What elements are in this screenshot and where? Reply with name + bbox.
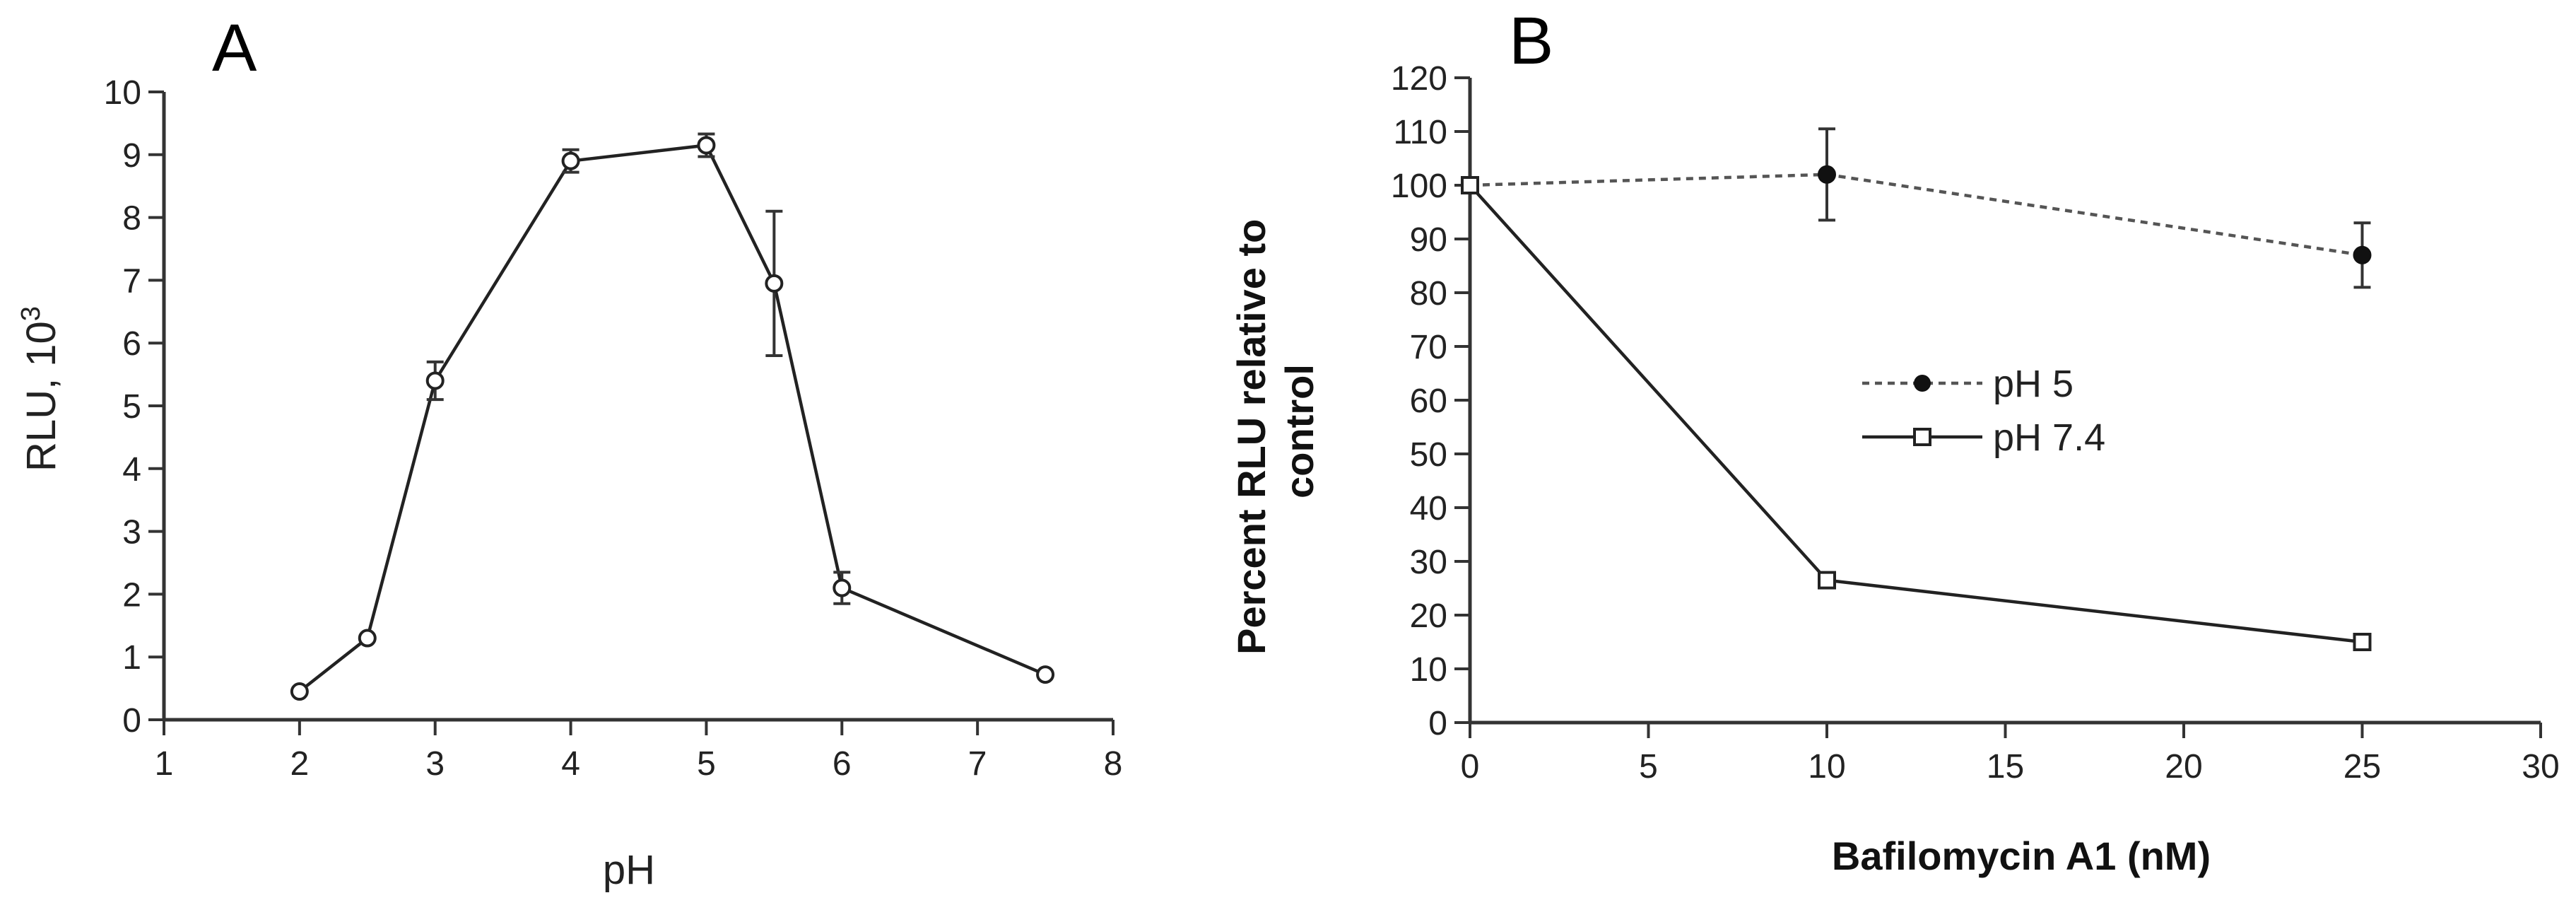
panel-b-data-point — [2353, 245, 2372, 264]
panel-b-y-tick-label: 30 — [1410, 544, 1447, 581]
panel-b-y-tick-label: 50 — [1410, 436, 1447, 474]
panel-b-series-2-line — [1469, 184, 2363, 644]
panel-b-x-tick-label: 10 — [1808, 748, 1845, 786]
panel-b-y-axis-title-line2: control — [1277, 364, 1322, 498]
panel-a-data-point — [561, 151, 580, 170]
panel-a-data-point — [697, 136, 716, 155]
panel-a-x-tick-label: 6 — [833, 745, 852, 783]
panel-a-y-tick-label: 8 — [122, 200, 141, 238]
panel-a-data-point — [358, 629, 377, 648]
legend-marker-1 — [1914, 375, 1931, 392]
panel-b-y-tick-label: 100 — [1391, 168, 1447, 205]
panel-a-y-tick-label: 9 — [122, 137, 141, 175]
panel-a-data-point — [290, 682, 309, 701]
panel-a-y-tick-label: 6 — [122, 325, 141, 363]
panel-a-x-tick-label: 3 — [425, 745, 445, 783]
panel-b-x-tick-label: 15 — [1987, 748, 2024, 786]
panel-b-y-tick-label: 10 — [1410, 651, 1447, 689]
panel-b-y-tick-label: 60 — [1410, 383, 1447, 420]
panel-b-x-tick-label: 30 — [2522, 748, 2559, 786]
panel-a-series-1-line — [298, 144, 1046, 693]
panel-a-marks — [290, 132, 1055, 701]
panel-a-x-tick-label: 2 — [290, 745, 310, 783]
panel-b-x-tick-label: 0 — [1461, 748, 1480, 786]
panel-b-x-tick-label: 25 — [2343, 748, 2381, 786]
panel-b-y-tick-label: 120 — [1391, 60, 1447, 98]
panel-a-y-tick-label: 5 — [122, 388, 141, 426]
panel-b-data-point — [1818, 571, 1836, 590]
panel-a-data-point — [425, 371, 445, 390]
panel-b-x-tick-label: 20 — [2165, 748, 2202, 786]
panel-b-x-axis-title: Bafilomycin A1 (nM) — [1832, 834, 2211, 878]
panel-b-y-axis-title-line1: Percent RLU relative to — [1229, 219, 1274, 655]
legend-marker-2 — [1913, 428, 1931, 446]
panel-b-y-axis-title: Percent RLU relative to control — [1229, 208, 1322, 655]
panel-a-y-axis-title-superscript: 3 — [16, 306, 46, 321]
panel-a-y-tick-label: 0 — [122, 702, 141, 740]
panel-b-chart: B 0 10 20 30 40 50 60 70 80 90 100 110 120 0 5 10 15 20 25… — [1229, 4, 2560, 878]
panel-b-marks — [1461, 127, 2372, 651]
legend-label-2: pH 7.4 — [1993, 416, 2105, 459]
panel-b-series-1-line — [1469, 173, 2363, 257]
panel-b-y-tick-label: 70 — [1410, 329, 1447, 366]
panel-b-letter: B — [1509, 4, 1553, 78]
panel-a-y-axis-title-base: RLU, 10 — [18, 321, 64, 472]
panel-b-y-tick-label: 40 — [1410, 490, 1447, 527]
legend-label-1: pH 5 — [1993, 363, 2074, 405]
panel-b-y-tick-label: 110 — [1393, 114, 1447, 151]
panel-a-x-tick-label: 4 — [561, 745, 580, 783]
panel-a-y-tick-label: 10 — [104, 74, 141, 112]
panel-a-x-tick-label: 5 — [697, 745, 716, 783]
panel-a-y-tick-label: 4 — [122, 451, 141, 489]
panel-b-y-tick-label: 90 — [1410, 221, 1447, 259]
panel-a-x-axis-title: pH — [603, 847, 655, 893]
panel-a-letter: A — [212, 11, 257, 86]
panel-b-legend: pH 5 pH 7.4 — [1862, 363, 2105, 459]
panel-b-x-tick-label: 5 — [1639, 748, 1658, 786]
panel-b-y-tick-label: 80 — [1410, 275, 1447, 313]
panel-a-y-tick-label: 3 — [122, 514, 141, 551]
panel-a-y-axis-title: RLU, 103 — [16, 306, 64, 472]
panel-a-x-tick-label: 1 — [155, 745, 174, 783]
panel-a-data-point — [1036, 665, 1055, 684]
panel-a-y-tick-label: 1 — [122, 639, 141, 677]
panel-a-x-tick-label: 7 — [968, 745, 987, 783]
panel-b-y-tick-label: 20 — [1410, 597, 1447, 635]
panel-a-x-tick-label: 8 — [1104, 745, 1123, 783]
panel-a-data-point — [833, 578, 852, 597]
panel-a-y-tick-label: 2 — [122, 576, 141, 614]
panel-b-axes: 0 10 20 30 40 50 60 70 80 90 100 110 120 0 5 10 15 20 25 30 — [1391, 60, 2560, 786]
panel-b-data-point — [1818, 165, 1836, 184]
panel-a-data-point — [765, 274, 784, 293]
panel-b-data-point — [1461, 176, 1479, 194]
panel-b-y-tick-label: 0 — [1428, 705, 1447, 742]
panel-a-y-tick-label: 7 — [122, 262, 141, 300]
panel-b-data-point — [2353, 633, 2372, 651]
